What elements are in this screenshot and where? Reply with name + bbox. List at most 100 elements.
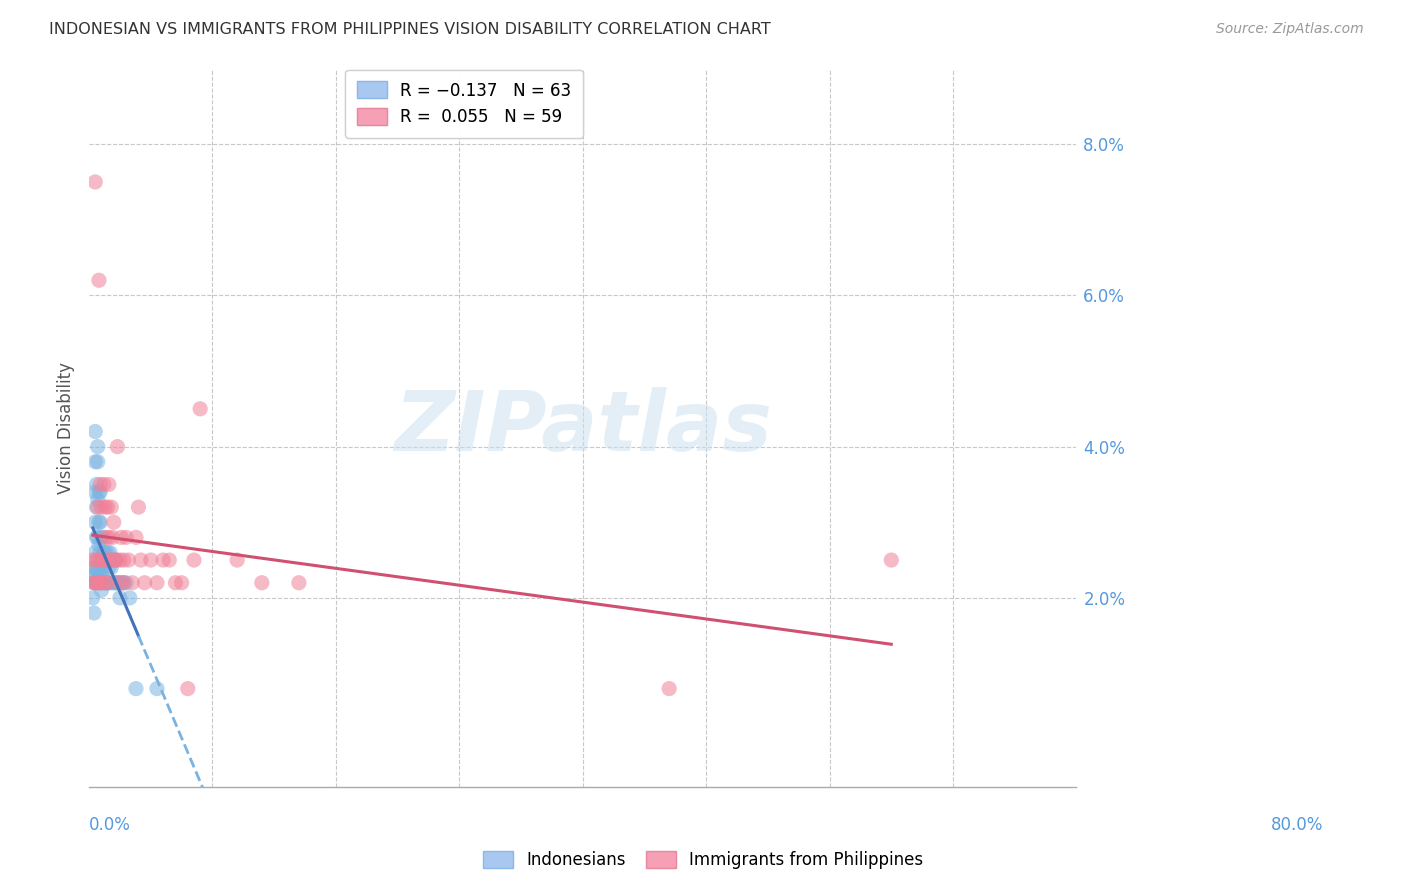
Point [90, 583, 112, 598]
Point [84, 545, 107, 559]
Point [90, 530, 112, 544]
Point [86, 530, 108, 544]
Point [112, 575, 135, 590]
Point [87, 575, 110, 590]
Point [87, 538, 110, 552]
Point [84, 455, 107, 469]
Point [100, 553, 122, 567]
Point [89, 575, 111, 590]
Point [83, 575, 105, 590]
Y-axis label: Vision Disability: Vision Disability [58, 362, 75, 494]
Point [98, 575, 121, 590]
Point [104, 575, 127, 590]
Point [118, 591, 141, 605]
Point [98, 553, 121, 567]
Point [115, 575, 138, 590]
Point [86, 575, 108, 590]
Point [89, 485, 111, 500]
Point [94, 575, 117, 590]
Point [105, 553, 128, 567]
Point [107, 440, 129, 454]
Point [125, 681, 148, 696]
Point [86, 530, 108, 544]
Point [107, 575, 129, 590]
Point [83, 606, 105, 620]
Point [82, 568, 104, 582]
Point [100, 500, 122, 515]
Point [880, 553, 903, 567]
Point [93, 553, 115, 567]
Point [127, 500, 149, 515]
Point [89, 575, 111, 590]
Point [94, 553, 117, 567]
Text: Source: ZipAtlas.com: Source: ZipAtlas.com [1216, 22, 1364, 37]
Point [288, 575, 311, 590]
Point [101, 575, 124, 590]
Point [188, 401, 211, 416]
Point [183, 553, 205, 567]
Point [170, 575, 193, 590]
Point [152, 553, 174, 567]
Point [165, 575, 187, 590]
Point [84, 485, 107, 500]
Point [103, 515, 125, 529]
Point [82, 553, 104, 567]
Point [658, 681, 681, 696]
Point [139, 553, 162, 567]
Point [90, 500, 112, 515]
Point [146, 575, 169, 590]
Point [226, 553, 249, 567]
Point [86, 492, 108, 507]
Point [97, 560, 120, 574]
Point [84, 515, 107, 529]
Point [108, 591, 131, 605]
Point [97, 575, 120, 590]
Point [86, 500, 108, 515]
Point [87, 515, 110, 529]
Point [90, 575, 112, 590]
Point [108, 553, 131, 567]
Point [82, 591, 104, 605]
Point [84, 175, 107, 189]
Point [157, 553, 180, 567]
Point [125, 530, 148, 544]
Point [89, 560, 111, 574]
Point [101, 530, 124, 544]
Point [86, 500, 108, 515]
Point [96, 530, 118, 544]
Point [86, 560, 108, 574]
Point [96, 553, 118, 567]
Legend: Indonesians, Immigrants from Philippines: Indonesians, Immigrants from Philippines [472, 841, 934, 880]
Point [105, 553, 128, 567]
Point [117, 553, 139, 567]
Point [89, 477, 111, 491]
Point [86, 553, 108, 567]
Text: 80.0%: 80.0% [1271, 815, 1323, 834]
Text: INDONESIAN VS IMMIGRANTS FROM PHILIPPINES VISION DISABILITY CORRELATION CHART: INDONESIAN VS IMMIGRANTS FROM PHILIPPINE… [49, 22, 770, 37]
Point [84, 575, 107, 590]
Point [93, 575, 115, 590]
Point [110, 530, 132, 544]
Point [86, 553, 108, 567]
Point [91, 553, 114, 567]
Point [97, 477, 120, 491]
Point [97, 500, 120, 515]
Point [84, 560, 107, 574]
Point [98, 545, 121, 559]
Point [87, 568, 110, 582]
Point [107, 575, 129, 590]
Point [115, 530, 138, 544]
Point [86, 568, 108, 582]
Point [91, 530, 114, 544]
Point [90, 553, 112, 567]
Point [105, 575, 128, 590]
Point [86, 440, 108, 454]
Point [129, 553, 152, 567]
Point [111, 575, 134, 590]
Point [100, 560, 122, 574]
Point [94, 545, 117, 559]
Point [103, 553, 125, 567]
Point [83, 575, 105, 590]
Point [86, 455, 108, 469]
Point [96, 575, 118, 590]
